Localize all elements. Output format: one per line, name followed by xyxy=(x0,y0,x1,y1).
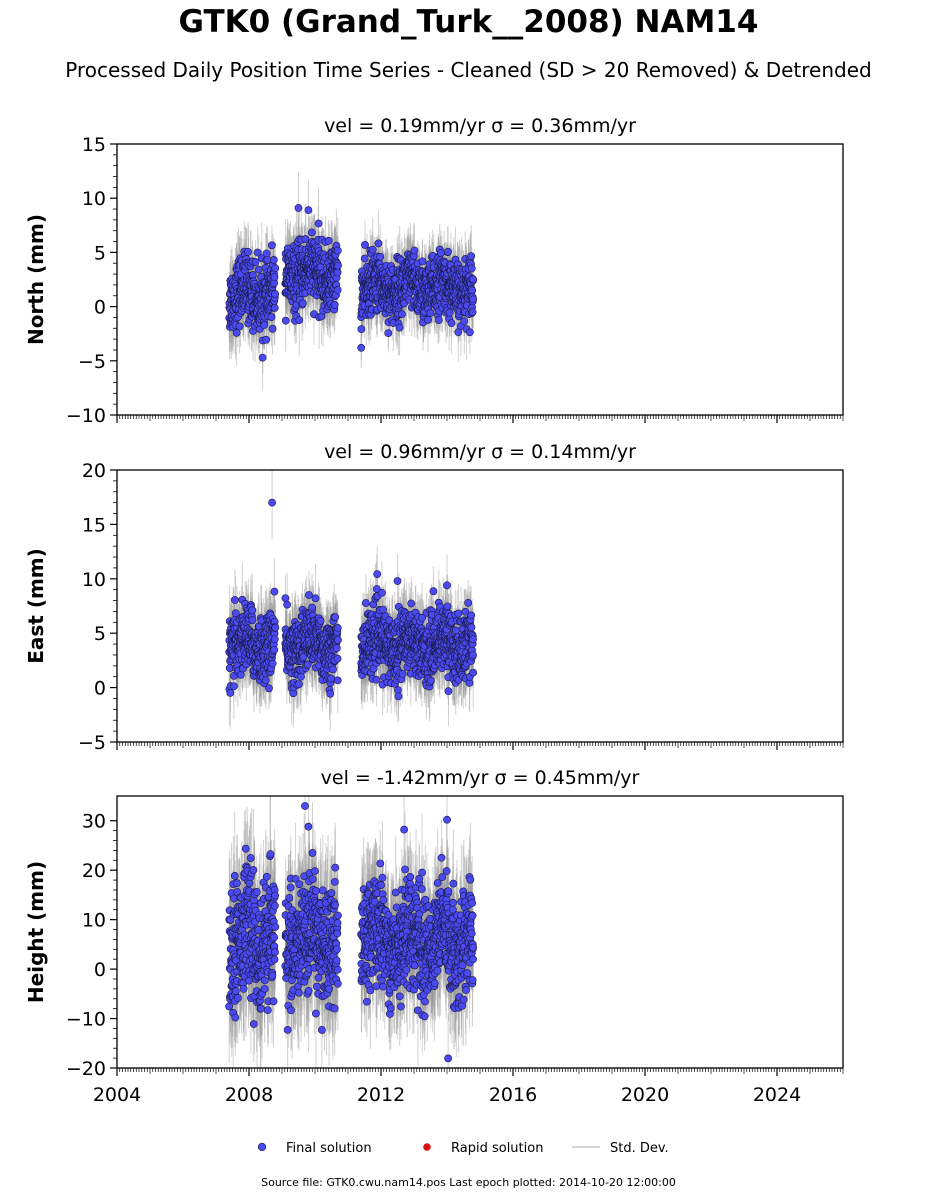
data-point xyxy=(426,309,435,317)
y-tick-label: 0 xyxy=(94,297,106,319)
data-point xyxy=(261,676,270,685)
data-point xyxy=(469,295,478,304)
data-point xyxy=(357,325,366,334)
data-point xyxy=(465,328,474,337)
data-point xyxy=(330,301,339,309)
data-point xyxy=(262,249,271,258)
data-point xyxy=(248,606,257,615)
data-point xyxy=(267,241,276,250)
data-point xyxy=(437,249,445,257)
data-point xyxy=(395,323,404,332)
y-tick-label: 5 xyxy=(94,242,106,264)
data-point xyxy=(314,219,323,228)
data-point xyxy=(304,206,313,215)
data-point xyxy=(249,271,257,279)
data-point xyxy=(253,248,262,257)
data-point xyxy=(267,313,276,321)
data-point xyxy=(269,255,278,264)
data-point xyxy=(298,299,307,308)
data-point xyxy=(333,286,342,294)
data-point xyxy=(333,268,342,277)
data-point xyxy=(229,682,238,691)
data-point xyxy=(374,239,383,248)
y-tick-label: −10 xyxy=(66,405,106,427)
data-point xyxy=(232,328,241,337)
data-point xyxy=(333,246,342,255)
data-point xyxy=(244,248,252,256)
data-point xyxy=(361,241,369,249)
data-point xyxy=(357,343,366,352)
data-point xyxy=(444,247,452,256)
data-point xyxy=(418,257,427,266)
data-point xyxy=(294,204,303,212)
y-tick-label: 15 xyxy=(82,134,106,156)
data-point xyxy=(434,316,443,324)
y-axis-label: East (mm) xyxy=(24,548,48,664)
data-point xyxy=(334,261,342,270)
data-point xyxy=(460,317,469,326)
panel-1: vel = 0.19mm/yr σ = 0.36mm/yr North (mm) −… xyxy=(24,115,844,427)
data-layer xyxy=(225,470,478,731)
data-point xyxy=(376,252,385,261)
data-point xyxy=(424,315,432,324)
data-point xyxy=(270,273,279,281)
data-point xyxy=(251,258,260,266)
data-point xyxy=(262,335,271,344)
data-layer xyxy=(225,171,478,390)
plot-frame xyxy=(116,143,844,416)
data-point xyxy=(271,290,279,298)
data-point xyxy=(445,308,454,317)
data-point xyxy=(260,321,269,329)
data-point xyxy=(410,246,419,255)
panel-title: vel = 0.19mm/yr σ = 0.36mm/yr xyxy=(324,115,636,137)
data-point xyxy=(469,275,478,284)
data-point xyxy=(398,310,406,319)
data-point xyxy=(447,319,456,328)
data-point xyxy=(248,616,257,625)
data-point xyxy=(301,235,310,243)
data-point xyxy=(368,245,377,254)
data-point xyxy=(258,353,267,362)
data-point xyxy=(235,322,244,331)
panel-title: vel = 0.96mm/yr σ = 0.14mm/yr xyxy=(324,441,636,463)
data-point xyxy=(467,264,476,273)
data-point xyxy=(360,254,369,263)
data-point xyxy=(468,308,477,316)
data-point xyxy=(231,596,239,604)
data-point xyxy=(281,316,290,325)
data-point xyxy=(254,265,263,274)
chart-figure: vel = 0.19mm/yr σ = 0.36mm/yr North (mm) −… xyxy=(24,115,844,1156)
y-axis-label: North (mm) xyxy=(24,214,48,345)
data-point xyxy=(226,688,235,697)
chart-title: GTK0 (Grand_Turk__2008) NAM14 xyxy=(178,4,759,40)
data-point xyxy=(307,228,316,237)
y-tick-label: −5 xyxy=(78,351,106,373)
data-point xyxy=(324,236,333,245)
data-point xyxy=(295,316,304,325)
data-point xyxy=(268,324,277,333)
data-point xyxy=(467,252,476,261)
data-point xyxy=(384,329,393,338)
y-tick-label: 10 xyxy=(82,188,106,210)
data-point xyxy=(270,303,279,312)
chart-subtitle: Processed Daily Position Time Series - C… xyxy=(65,58,872,82)
data-point xyxy=(271,264,280,273)
